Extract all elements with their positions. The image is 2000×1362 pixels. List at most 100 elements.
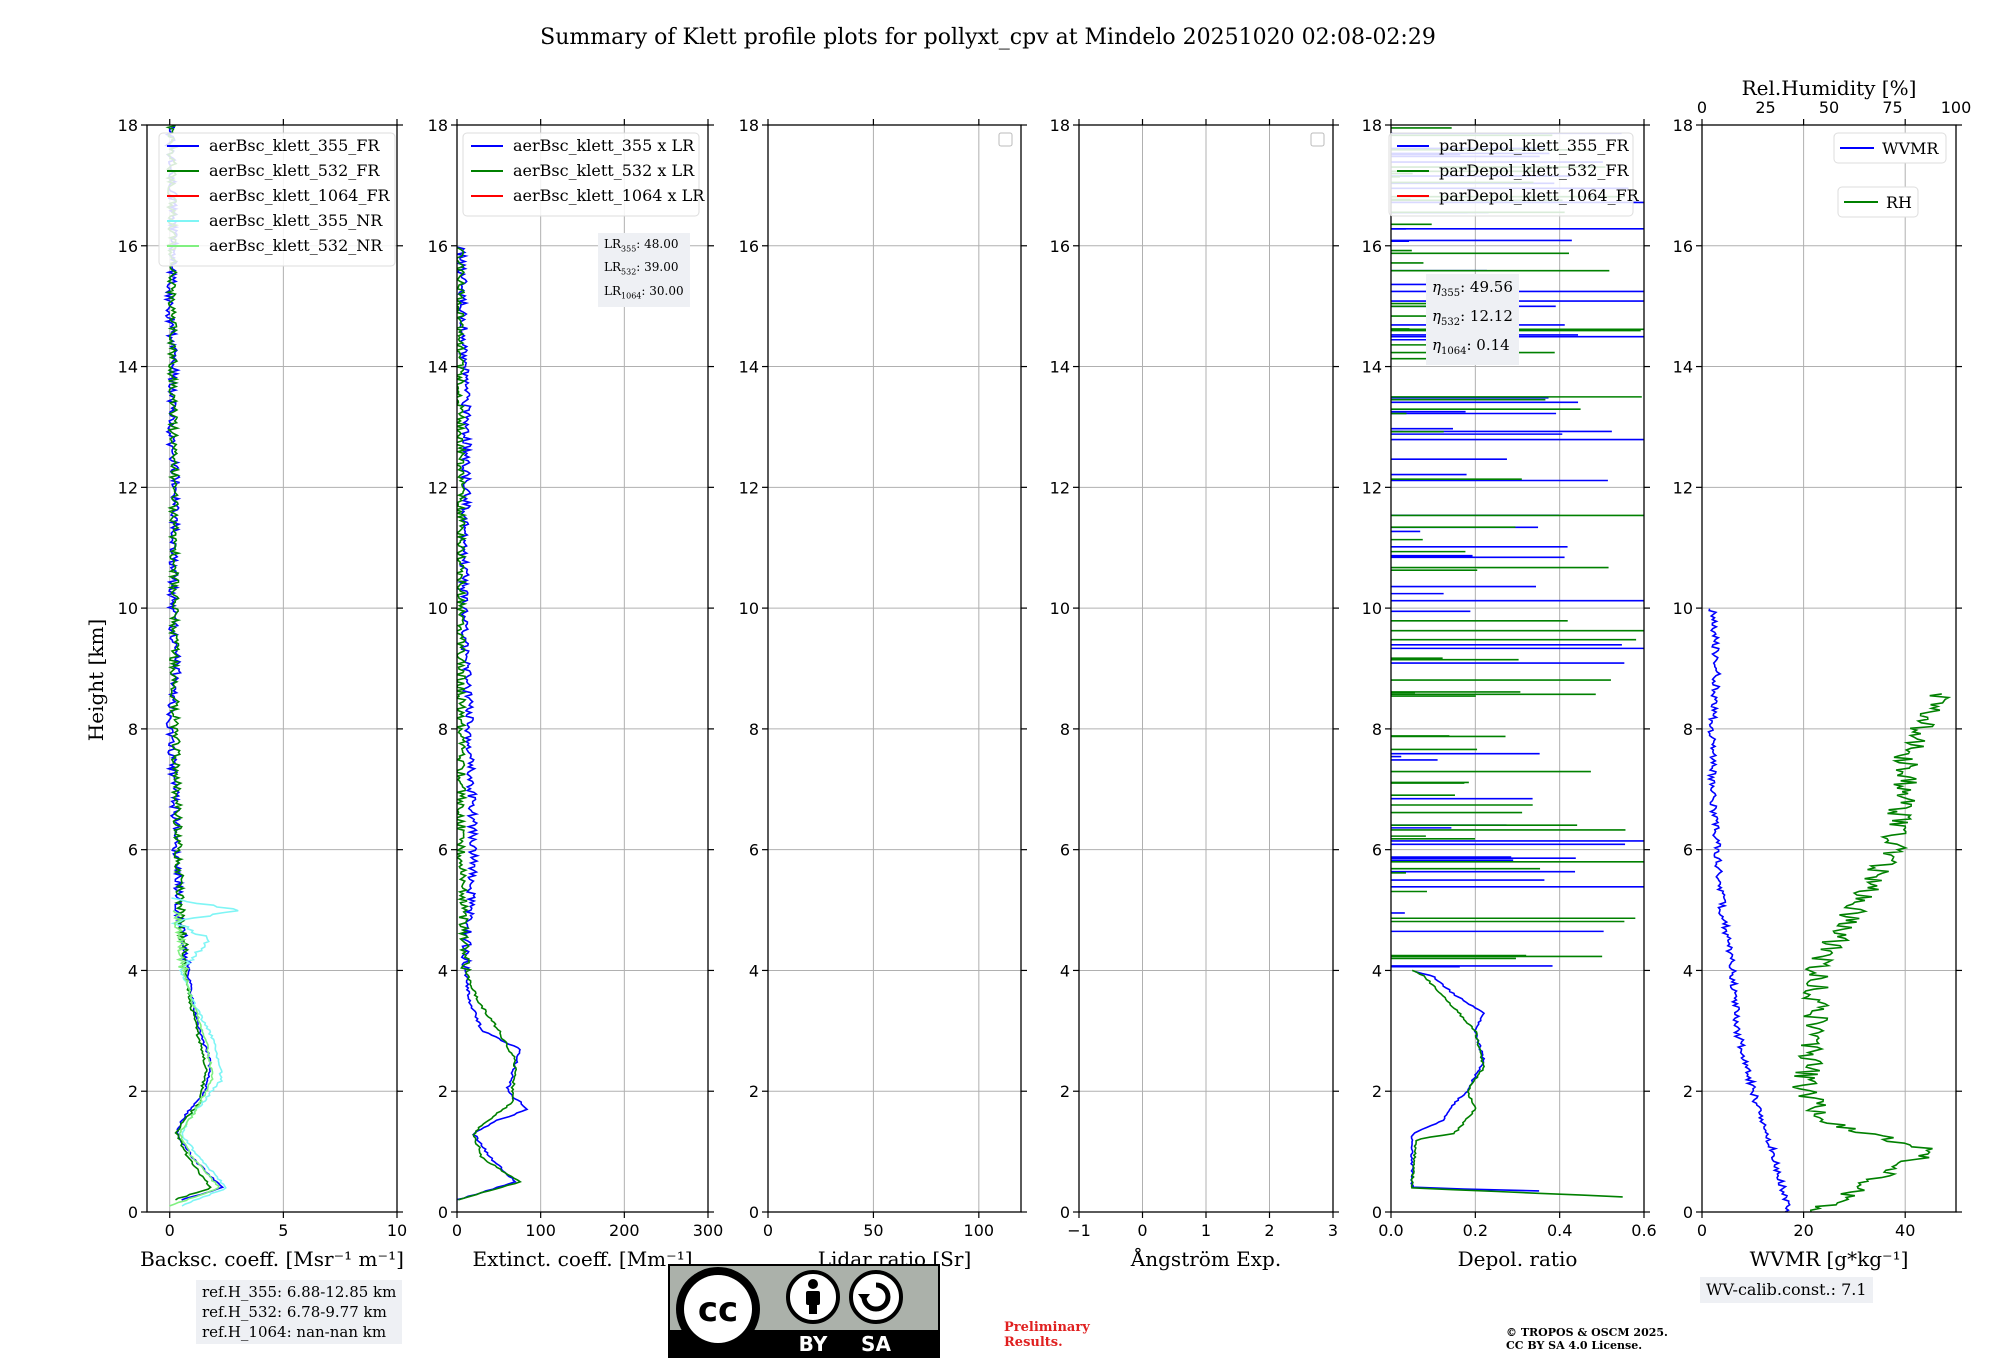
- y-tick-label: 6: [1372, 841, 1382, 860]
- legend-box: [158, 132, 396, 267]
- series-line-parDepol_klett_355_FR: [1410, 970, 1540, 1192]
- y-tick-label: 0: [1683, 1203, 1693, 1222]
- legend-box: [1833, 132, 1947, 164]
- x-tick-label: 100: [964, 1221, 995, 1240]
- top-tick-label: 100: [1941, 98, 1972, 117]
- y-tick-label: 12: [1050, 478, 1070, 497]
- y-tick-label: 10: [1050, 599, 1070, 618]
- legend-entry: aerBsc_klett_355_NR: [209, 211, 383, 230]
- x-tick-label: 300: [693, 1221, 724, 1240]
- x-tick-label: 200: [609, 1221, 640, 1240]
- series-line-aerBsc_klett_532_FR: [165, 125, 212, 1201]
- series-line-aerBsc_klett_532 x LR: [457, 246, 522, 1201]
- x-tick-label: −1: [1067, 1221, 1091, 1240]
- legend-entry: parDepol_klett_532_FR: [1439, 161, 1630, 180]
- y-tick-label: 14: [1362, 358, 1382, 377]
- y-tick-label: 6: [1683, 841, 1693, 860]
- x-tick-label: 0.6: [1631, 1221, 1656, 1240]
- y-tick-label: 10: [1362, 599, 1382, 618]
- y-tick-label: 10: [739, 599, 759, 618]
- legend-entry: parDepol_klett_1064_FR: [1439, 186, 1640, 205]
- x-tick-label: 20: [1793, 1221, 1813, 1240]
- y-tick-label: 14: [428, 358, 448, 377]
- empty-legend-box: [998, 132, 1013, 147]
- y-tick-label: 8: [438, 720, 448, 739]
- x-tick-label: 5: [278, 1221, 288, 1240]
- x-tick-label: 0.4: [1547, 1221, 1572, 1240]
- y-tick-label: 8: [1060, 720, 1070, 739]
- share-alike-icon: [849, 1270, 903, 1324]
- x-axis-label: Extinct. coeff. [Mm⁻¹]: [472, 1247, 692, 1271]
- y-tick-label: 10: [1673, 599, 1693, 618]
- y-tick-label: 4: [1372, 961, 1382, 980]
- y-tick-label: 12: [428, 478, 448, 497]
- x-tick-label: 0: [452, 1221, 462, 1240]
- x-tick-label: 0.0: [1378, 1221, 1403, 1240]
- y-tick-label: 12: [1362, 478, 1382, 497]
- reference-height-box: ref.H_355: 6.88-12.85 km ref.H_532: 6.78…: [196, 1280, 403, 1344]
- top-tick-label: 0: [1697, 98, 1707, 117]
- x-tick-label: 0: [763, 1221, 773, 1240]
- y-tick-label: 4: [128, 961, 138, 980]
- cc-sa-label: SA: [861, 1332, 891, 1356]
- legend-entry: aerBsc_klett_1064_FR: [209, 186, 391, 205]
- x-axis-label: WVMR [g*kg⁻¹]: [1750, 1247, 1909, 1271]
- y-tick-label: 14: [739, 358, 759, 377]
- empty-legend-box: [1310, 132, 1325, 147]
- y-tick-label: 16: [1673, 237, 1693, 256]
- legend-box: [462, 132, 700, 217]
- series-line-parDepol_klett_532_FR: [1410, 969, 1623, 1198]
- cc-by-label: BY: [799, 1332, 828, 1356]
- eta-info-box: η355: 49.56 η532: 12.12 η1064: 0.14: [1426, 274, 1519, 365]
- y-tick-label: 8: [128, 720, 138, 739]
- series-line-aerBsc_klett_532_NR: [169, 910, 220, 1207]
- y-tick-label: 4: [1683, 961, 1693, 980]
- y-tick-label: 12: [1673, 478, 1693, 497]
- y-tick-label: 8: [1372, 720, 1382, 739]
- y-tick-label: 2: [1683, 1082, 1693, 1101]
- series-line-WVMR: [1706, 608, 1791, 1212]
- series-line-aerBsc_klett_355 x LR: [457, 246, 529, 1201]
- y-tick-label: 8: [1683, 720, 1693, 739]
- copyright-notice: © TROPOS & OSCM 2025. CC BY SA 4.0 Licen…: [1506, 1326, 1668, 1352]
- cc-license-badge: cc BY SA: [668, 1264, 940, 1358]
- top-tick-label: 25: [1755, 98, 1775, 117]
- top-axis-label: Rel.Humidity [%]: [1742, 76, 1917, 100]
- y-tick-label: 0: [749, 1203, 759, 1222]
- y-tick-label: 4: [749, 961, 759, 980]
- y-tick-label: 10: [118, 599, 138, 618]
- y-tick-label: 18: [118, 116, 138, 135]
- y-tick-label: 16: [118, 237, 138, 256]
- x-tick-label: 0: [1697, 1221, 1707, 1240]
- x-tick-label: 3: [1328, 1221, 1338, 1240]
- y-tick-label: 2: [1372, 1082, 1382, 1101]
- top-tick-label: 50: [1819, 98, 1839, 117]
- y-tick-label: 18: [1673, 116, 1693, 135]
- legend-entry: aerBsc_klett_532_FR: [209, 161, 380, 180]
- y-tick-label: 18: [739, 116, 759, 135]
- legend-entry: aerBsc_klett_355 x LR: [513, 136, 695, 155]
- x-tick-label: 10: [387, 1221, 407, 1240]
- axes-frame: [456, 124, 709, 1213]
- x-tick-label: 50: [863, 1221, 883, 1240]
- axes-frame: [767, 124, 1022, 1213]
- wv-calibration-box: WV-calib.const.: 7.1: [1700, 1277, 1873, 1303]
- y-tick-label: 6: [749, 841, 759, 860]
- y-tick-label: 18: [1362, 116, 1382, 135]
- axes-frame: [146, 124, 398, 1213]
- x-axis-label: Depol. ratio: [1458, 1247, 1578, 1271]
- x-tick-label: 0: [1137, 1221, 1147, 1240]
- series-line-aerBsc_klett_355_NR: [170, 897, 239, 1207]
- y-tick-label: 2: [1060, 1082, 1070, 1101]
- y-tick-label: 2: [438, 1082, 448, 1101]
- y-tick-label: 10: [428, 599, 448, 618]
- y-tick-label: 12: [118, 478, 138, 497]
- y-tick-label: 2: [128, 1082, 138, 1101]
- y-tick-label: 2: [749, 1082, 759, 1101]
- panel-bsc: 0 2 4 6 8 10 12 14 16 18 0 5 10 Backsc. coeff. [Msr⁻¹…: [118, 116, 408, 1271]
- y-tick-label: 6: [128, 841, 138, 860]
